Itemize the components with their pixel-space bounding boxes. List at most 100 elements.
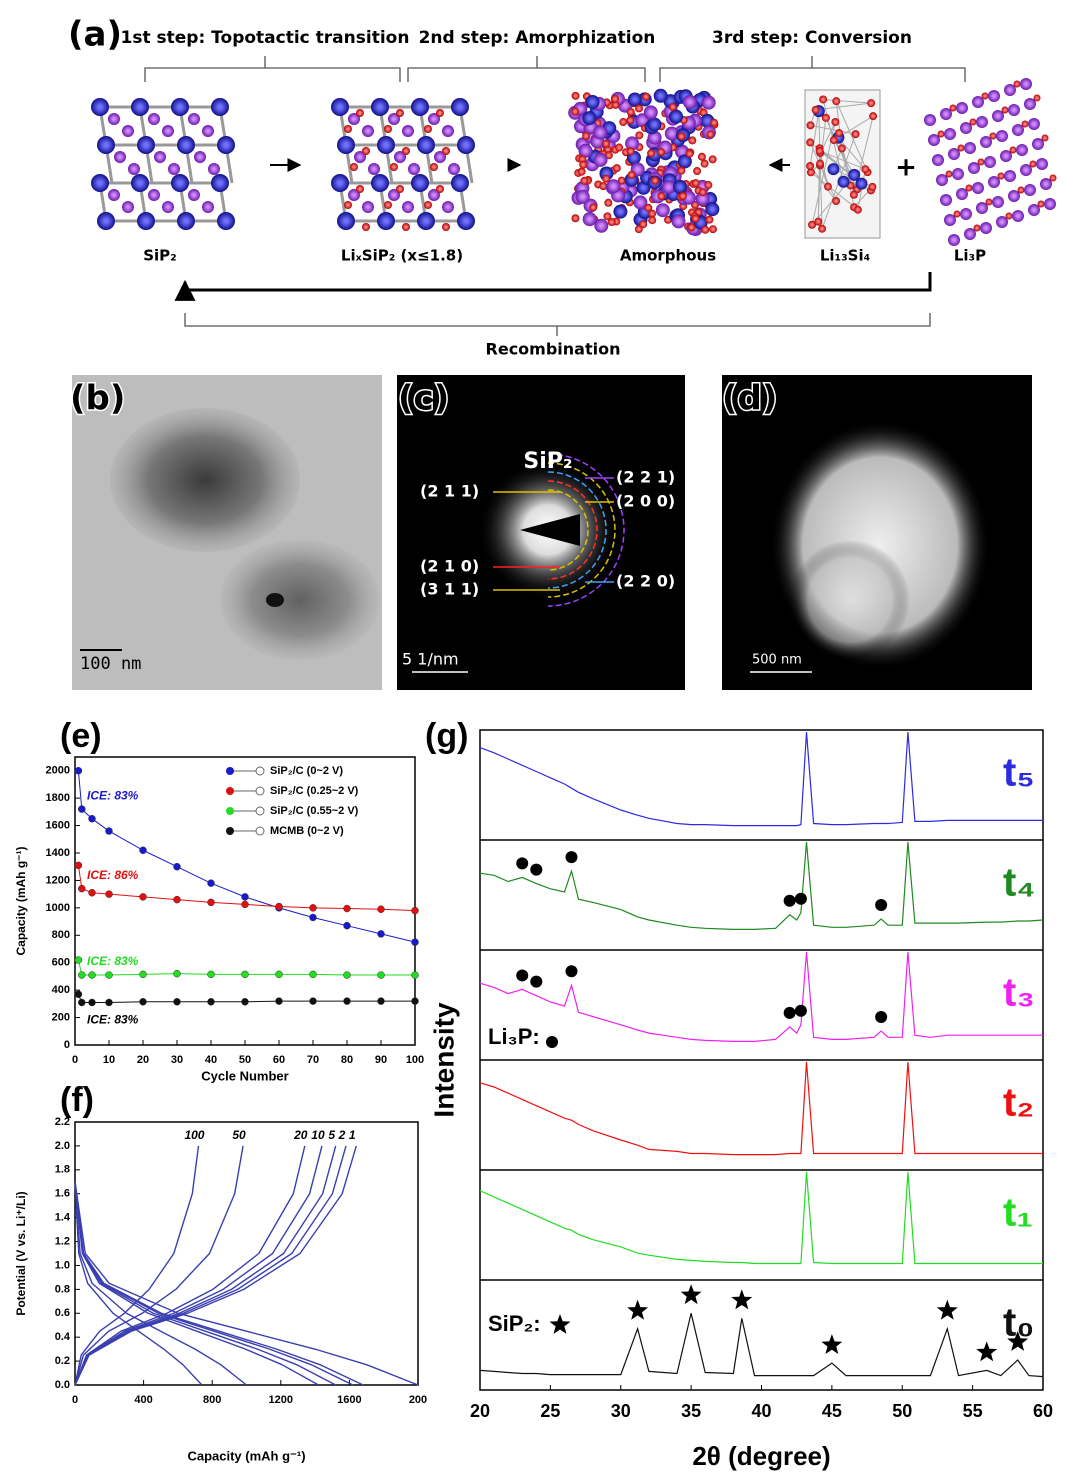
data-point bbox=[105, 890, 113, 898]
peak-star bbox=[936, 1299, 958, 1320]
atom bbox=[188, 113, 200, 125]
atom bbox=[91, 98, 109, 116]
atom bbox=[350, 163, 358, 171]
structure-label: Li₃P bbox=[954, 247, 986, 265]
atom bbox=[861, 165, 870, 174]
data-point bbox=[241, 970, 249, 979]
y-tick-label: 0.8 bbox=[55, 1283, 70, 1295]
pattern-line bbox=[479, 731, 1043, 827]
ring-label: (2 1 0) bbox=[420, 557, 479, 576]
atom bbox=[402, 147, 410, 155]
atom bbox=[457, 212, 475, 230]
atom bbox=[869, 112, 878, 121]
atom bbox=[131, 174, 149, 192]
atom bbox=[691, 179, 700, 188]
atom bbox=[626, 147, 635, 156]
ring bbox=[547, 462, 616, 598]
atom bbox=[815, 146, 824, 155]
atom bbox=[835, 129, 844, 138]
atom bbox=[972, 96, 984, 108]
data-point bbox=[207, 879, 215, 887]
atom bbox=[1024, 184, 1036, 196]
atom bbox=[611, 100, 620, 109]
x-tick-label: 20 bbox=[137, 1054, 149, 1066]
atom bbox=[344, 201, 352, 209]
legend-label: SiP₂/C (0~2 V) bbox=[270, 765, 343, 777]
x-tick-label: 200 bbox=[409, 1394, 427, 1406]
marker-legend: SiP₂: bbox=[488, 1311, 541, 1336]
atom bbox=[171, 174, 189, 192]
atom bbox=[122, 125, 134, 137]
annotation: ICE: 83% bbox=[87, 954, 139, 968]
data-point bbox=[275, 902, 283, 911]
atom bbox=[1016, 144, 1028, 156]
discharge-curve bbox=[74, 1181, 337, 1386]
discharge-curve bbox=[74, 1181, 247, 1386]
atom bbox=[1013, 80, 1021, 88]
step-label: 1st step: Topotactic transition bbox=[121, 28, 410, 48]
bond bbox=[815, 102, 872, 111]
atom bbox=[1004, 170, 1016, 182]
ring bbox=[547, 480, 598, 580]
pattern-line bbox=[479, 951, 1043, 1042]
atom bbox=[1012, 210, 1024, 222]
legend-star bbox=[549, 1314, 571, 1334]
bracket bbox=[144, 56, 401, 82]
data-point bbox=[78, 884, 86, 893]
atom bbox=[821, 113, 830, 122]
atom bbox=[402, 201, 414, 213]
marker-legend: Li₃P: bbox=[488, 1024, 540, 1049]
particle bbox=[790, 540, 910, 660]
atom bbox=[988, 176, 1000, 188]
atom bbox=[981, 92, 989, 100]
atom bbox=[582, 131, 591, 140]
ring-label: (2 1 1) bbox=[420, 482, 479, 501]
data-point bbox=[105, 998, 113, 1007]
data-point bbox=[207, 970, 215, 979]
x-tick-label: 60 bbox=[273, 1054, 285, 1066]
data-point bbox=[309, 913, 317, 922]
atom bbox=[451, 174, 469, 192]
y-tick-label: 2000 bbox=[46, 765, 70, 777]
series-label: t₃ bbox=[1003, 971, 1035, 1015]
atom bbox=[977, 158, 985, 166]
atom bbox=[377, 212, 395, 230]
atom bbox=[668, 102, 677, 111]
data-point bbox=[139, 893, 147, 901]
atom bbox=[647, 117, 662, 132]
atom bbox=[832, 197, 841, 206]
atom bbox=[430, 163, 438, 171]
peak-dot bbox=[565, 965, 578, 978]
peak-star bbox=[1007, 1331, 1029, 1351]
data-point bbox=[377, 930, 385, 938]
peak-dot bbox=[530, 975, 543, 988]
x-tick-label: 0 bbox=[72, 1054, 78, 1066]
atom bbox=[647, 149, 656, 158]
atom bbox=[639, 220, 648, 229]
bond bbox=[809, 111, 820, 167]
atom bbox=[575, 189, 590, 204]
atom bbox=[582, 212, 597, 227]
data-point bbox=[105, 971, 113, 979]
atom bbox=[362, 147, 370, 155]
atom bbox=[442, 147, 450, 155]
y-tick-label: 400 bbox=[52, 984, 70, 996]
ring bbox=[547, 471, 607, 589]
atom bbox=[408, 163, 420, 175]
data-point bbox=[88, 998, 96, 1007]
atom bbox=[97, 136, 115, 154]
y-tick-label: 0.6 bbox=[55, 1307, 70, 1319]
structure-label: SiP₂ bbox=[143, 247, 177, 265]
atom bbox=[428, 113, 440, 125]
y-tick-label: 0.4 bbox=[55, 1331, 71, 1343]
atom bbox=[976, 116, 988, 128]
atom bbox=[949, 104, 957, 112]
atom bbox=[669, 109, 684, 124]
panel-label: (c) bbox=[398, 379, 449, 419]
atom bbox=[442, 201, 454, 213]
atom bbox=[960, 122, 972, 134]
structure-label: LiₓSiP₂ (x≤1.8) bbox=[341, 247, 463, 265]
x-axis-label: Cycle Number bbox=[201, 1068, 288, 1083]
atom bbox=[988, 90, 1000, 102]
